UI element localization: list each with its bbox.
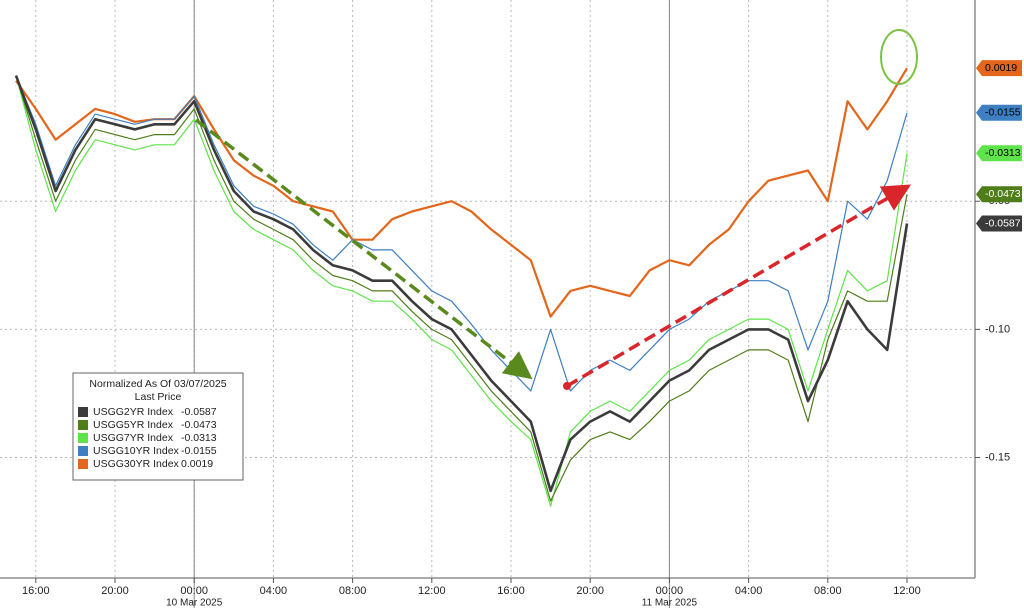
series-line <box>15 75 908 502</box>
legend-swatch <box>78 459 88 469</box>
value-tag-label: -0.0587 <box>985 217 1021 229</box>
value-tag <box>976 215 1022 232</box>
legend-value: -0.0473 <box>181 419 217 431</box>
x-tick-label: 04:00 <box>735 585 763 597</box>
value-tag <box>976 186 1022 203</box>
legend-value: -0.0313 <box>181 432 217 444</box>
legend-value: -0.0587 <box>181 406 217 418</box>
series-line <box>15 75 908 507</box>
legend: Normalized As Of 03/07/2025 Last Price U… <box>72 372 244 481</box>
value-tag-label: -0.0155 <box>985 107 1021 119</box>
y-tick-label: -0.10 <box>985 323 1010 335</box>
legend-subtitle: Last Price <box>135 391 182 403</box>
legend-label: USGG5YR Index <box>93 419 174 431</box>
value-tag <box>976 145 1022 162</box>
x-tick-label: 12:00 <box>418 585 446 597</box>
value-tag-label: -0.0473 <box>985 188 1021 200</box>
legend-swatch <box>78 433 88 443</box>
annotation-arrow <box>566 184 912 388</box>
legend-box <box>72 372 244 481</box>
x-tick-label: 08:00 <box>339 585 367 597</box>
x-tick-label: 12:00 <box>893 585 921 597</box>
x-tick-label: 16:00 <box>22 585 50 597</box>
legend-title: Normalized As Of 03/07/2025 <box>89 378 226 390</box>
legend-value: 0.0019 <box>181 458 213 470</box>
x-date-label: 11 Mar 2025 <box>642 598 698 608</box>
series-layer <box>14 67 909 507</box>
y-tick-label: -0.15 <box>985 451 1010 463</box>
legend-swatch <box>78 407 88 417</box>
annotation-arrow <box>194 118 533 380</box>
value-tag <box>976 60 1022 77</box>
legend-label: USGG7YR Index <box>93 432 174 444</box>
x-tick-label: 20:00 <box>576 585 604 597</box>
x-tick-label: 00:00 <box>656 585 684 597</box>
x-tick-label: 04:00 <box>260 585 288 597</box>
plot-area <box>0 0 975 578</box>
series-line <box>15 75 908 392</box>
x-date-label: 10 Mar 2025 <box>166 598 223 608</box>
x-tick-label: 16:00 <box>497 585 525 597</box>
legend-label: USGG30YR Index <box>93 458 180 470</box>
value-tag <box>976 104 1022 121</box>
legend-swatch <box>78 420 88 430</box>
annotation-circle <box>880 29 918 85</box>
x-tick-label: 00:00 <box>180 585 208 597</box>
value-tag-label: -0.0313 <box>985 147 1021 159</box>
legend-swatch <box>78 446 88 456</box>
legend-label: USGG2YR Index <box>93 406 174 418</box>
x-tick-label: 20:00 <box>101 585 129 597</box>
legend-value: -0.0155 <box>181 445 217 457</box>
x-tick-label: 08:00 <box>814 585 842 597</box>
series-line <box>14 75 909 493</box>
value-tag-label: 0.0019 <box>985 62 1017 74</box>
legend-label: USGG10YR Index <box>93 445 180 457</box>
